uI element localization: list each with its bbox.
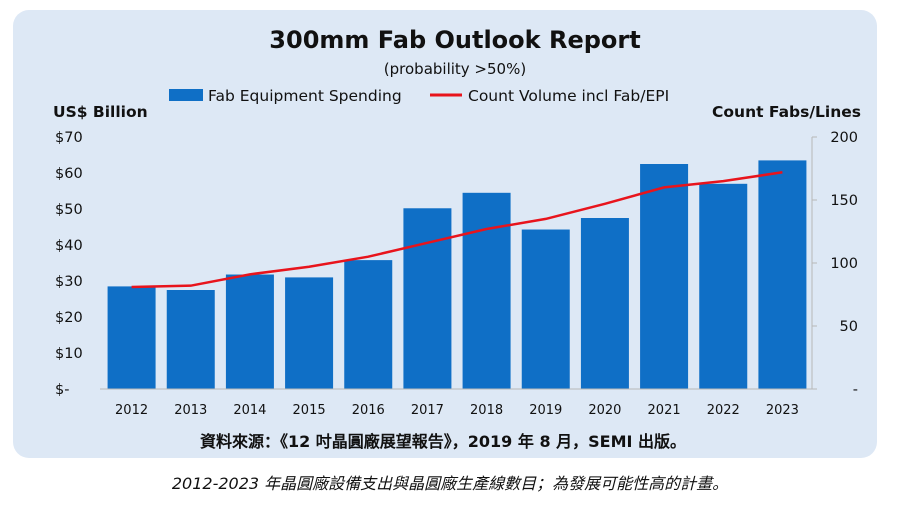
y-axis-right-labels: - 50 100 150 200 — [830, 130, 858, 398]
y-left-tick-label: $60 — [55, 166, 83, 182]
x-tick-label: 2012 — [115, 403, 148, 418]
x-tick-label: 2015 — [293, 403, 326, 418]
x-tick-label: 2021 — [648, 403, 681, 418]
legend-label-line: Count Volume incl Fab/EPI — [468, 87, 669, 105]
y-right-tick-label: 200 — [830, 130, 858, 146]
chart-subtitle: (probability >50%) — [384, 60, 526, 78]
legend: Fab Equipment Spending Count Volume incl… — [169, 87, 669, 105]
legend-label-bars: Fab Equipment Spending — [208, 87, 402, 105]
y-axis-right-ticks — [812, 136, 817, 390]
y-right-tick-label: - — [853, 382, 858, 398]
x-axis-labels: 2012 2013 2014 2015 2016 2017 2018 2019 2020 2021… — [115, 403, 799, 418]
source-note: 資料來源：《12 吋晶圓廠展望報告》，2019 年 8 月，SEMI 出版。 — [200, 432, 686, 451]
y-axis-left-labels: $- $10 $20 $30 $40 $50 $60 $70 — [55, 130, 83, 398]
x-tick-label: 2022 — [707, 403, 740, 418]
bar-2013 — [166, 290, 215, 389]
x-tick-label: 2014 — [233, 403, 266, 418]
x-tick-label: 2017 — [411, 403, 444, 418]
y-left-tick-label: $50 — [55, 202, 83, 218]
y-left-tick-label: $40 — [55, 238, 83, 254]
bar-2023 — [758, 160, 807, 389]
bar-2021 — [640, 164, 689, 389]
bar-2020 — [580, 218, 629, 389]
bar-2016 — [344, 260, 393, 389]
bar-series — [107, 160, 807, 389]
bar-2017 — [403, 208, 452, 389]
bar-2022 — [699, 183, 748, 389]
caption: 2012-2023 年晶圓廠設備支出與晶圓廠生產線數目；為發展可能性高的計畫。 — [171, 474, 729, 493]
y-right-tick-label: 150 — [830, 193, 858, 209]
chart-title: 300mm Fab Outlook Report — [269, 26, 640, 54]
bar-2018 — [462, 192, 511, 389]
y-axis-left-title: US$ Billion — [53, 103, 148, 121]
bar-2015 — [285, 277, 334, 389]
y-left-tick-label: $10 — [55, 346, 83, 362]
count-volume-line — [131, 171, 783, 289]
x-tick-label: 2019 — [529, 403, 562, 418]
y-right-tick-label: 100 — [830, 256, 858, 272]
bar-2012 — [107, 286, 156, 389]
y-left-tick-label: $20 — [55, 310, 83, 326]
y-axis-right-title: Count Fabs/Lines — [712, 103, 861, 121]
y-left-tick-label: $70 — [55, 130, 83, 146]
x-tick-label: 2016 — [352, 403, 385, 418]
x-tick-label: 2018 — [470, 403, 503, 418]
y-left-tick-label: $- — [55, 382, 69, 398]
x-tick-label: 2023 — [766, 403, 799, 418]
bar-2019 — [521, 229, 570, 389]
x-tick-label: 2020 — [588, 403, 621, 418]
y-right-tick-label: 50 — [840, 319, 858, 335]
legend-bar-swatch — [169, 89, 203, 101]
bar-2014 — [225, 274, 274, 389]
x-tick-label: 2013 — [174, 403, 207, 418]
y-left-tick-label: $30 — [55, 274, 83, 290]
